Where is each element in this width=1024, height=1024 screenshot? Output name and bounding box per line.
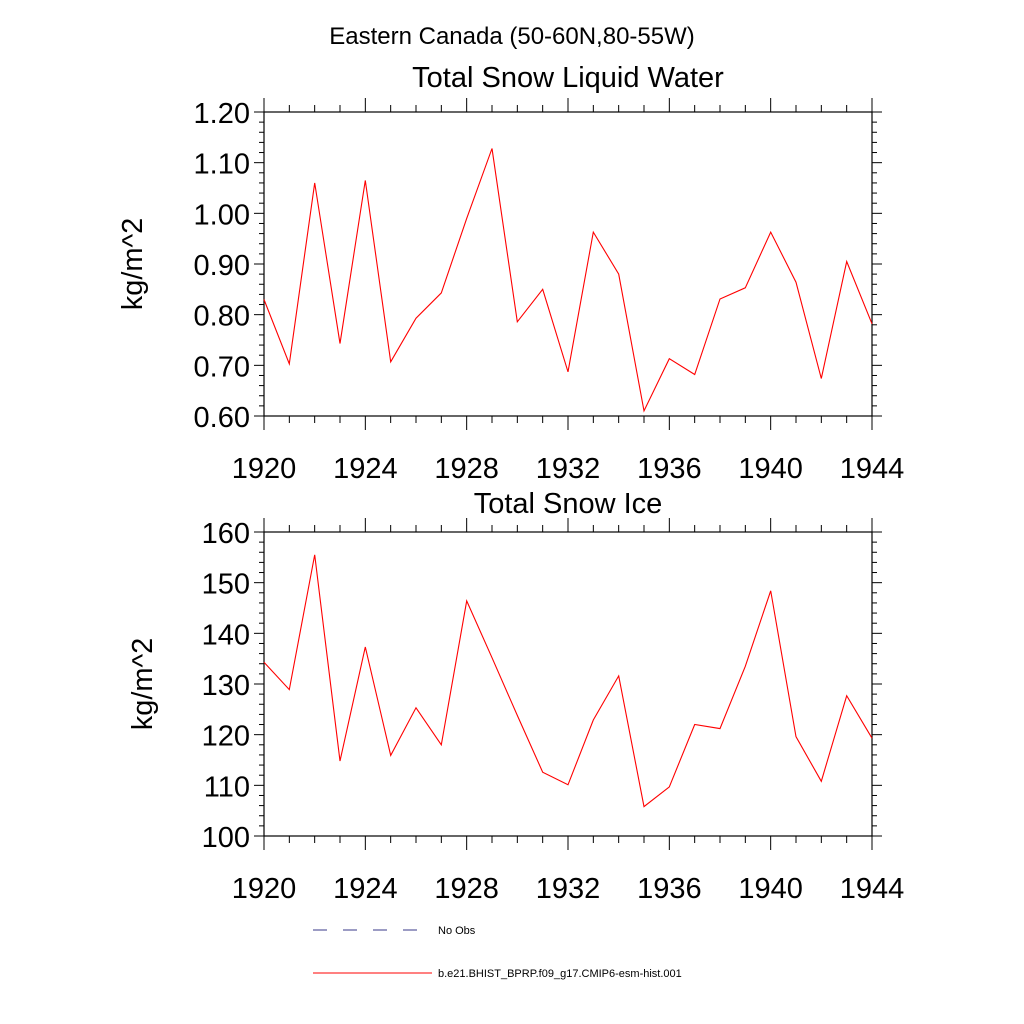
x-tick-label: 1924 <box>333 873 398 905</box>
y-tick-label: 0.70 <box>194 351 250 383</box>
x-tick-label: 1940 <box>738 453 803 485</box>
y-tick-label: 1.10 <box>194 149 250 181</box>
y-tick-label: 130 <box>202 670 250 702</box>
x-tick-label: 1944 <box>840 873 905 905</box>
y-tick-label: 140 <box>202 619 250 651</box>
y-tick-label: 0.60 <box>194 402 250 434</box>
series-line <box>263 148 873 413</box>
series-line <box>263 554 873 808</box>
legend-label-model: b.e21.BHIST_BPRP.f09_g17.CMIP6-esm-hist.… <box>438 968 682 980</box>
y-axis-label: kg/m^2 <box>127 638 159 731</box>
y-tick-label: 120 <box>202 721 250 753</box>
y-tick-label: 110 <box>204 771 250 803</box>
x-tick-label: 1932 <box>536 873 601 905</box>
panel-snow-ice: Total Snow Ice 100 110 120 130 140 150 160 1920 1… <box>127 488 904 905</box>
chart-title: Total Snow Ice <box>474 488 663 520</box>
panel-snow-liquid-water: Total Snow Liquid Water 0.60 0.70 0.80 0.90 1… <box>117 62 904 485</box>
x-tick-label: 1920 <box>232 873 297 905</box>
y-tick-label: 0.90 <box>194 250 250 282</box>
x-tick-label: 1924 <box>333 453 398 485</box>
x-tick-label: 1920 <box>232 453 297 485</box>
x-tick-label: 1944 <box>840 453 905 485</box>
y-axis-label: kg/m^2 <box>117 218 149 311</box>
x-tick-label: 1932 <box>536 453 601 485</box>
y-tick-label: 1.20 <box>194 98 250 130</box>
y-tick-label: 160 <box>202 518 250 550</box>
y-tick-label: 100 <box>202 822 250 854</box>
y-tick-label: 150 <box>202 569 250 601</box>
x-tick-label: 1940 <box>738 873 803 905</box>
figure-supertitle: Eastern Canada (50-60N,80-55W) <box>329 23 695 50</box>
y-tick-label: 1.00 <box>194 199 250 231</box>
x-tick-label: 1928 <box>434 453 499 485</box>
legend-label-no-obs: No Obs <box>438 925 476 937</box>
x-tick-label: 1936 <box>637 873 702 905</box>
x-tick-label: 1928 <box>434 873 499 905</box>
plot-frame <box>263 531 873 837</box>
legend: No Obs b.e21.BHIST_BPRP.f09_g17.CMIP6-es… <box>313 925 682 980</box>
y-tick-label: 0.80 <box>194 301 250 333</box>
x-tick-label: 1936 <box>637 453 702 485</box>
chart-title: Total Snow Liquid Water <box>412 62 724 94</box>
